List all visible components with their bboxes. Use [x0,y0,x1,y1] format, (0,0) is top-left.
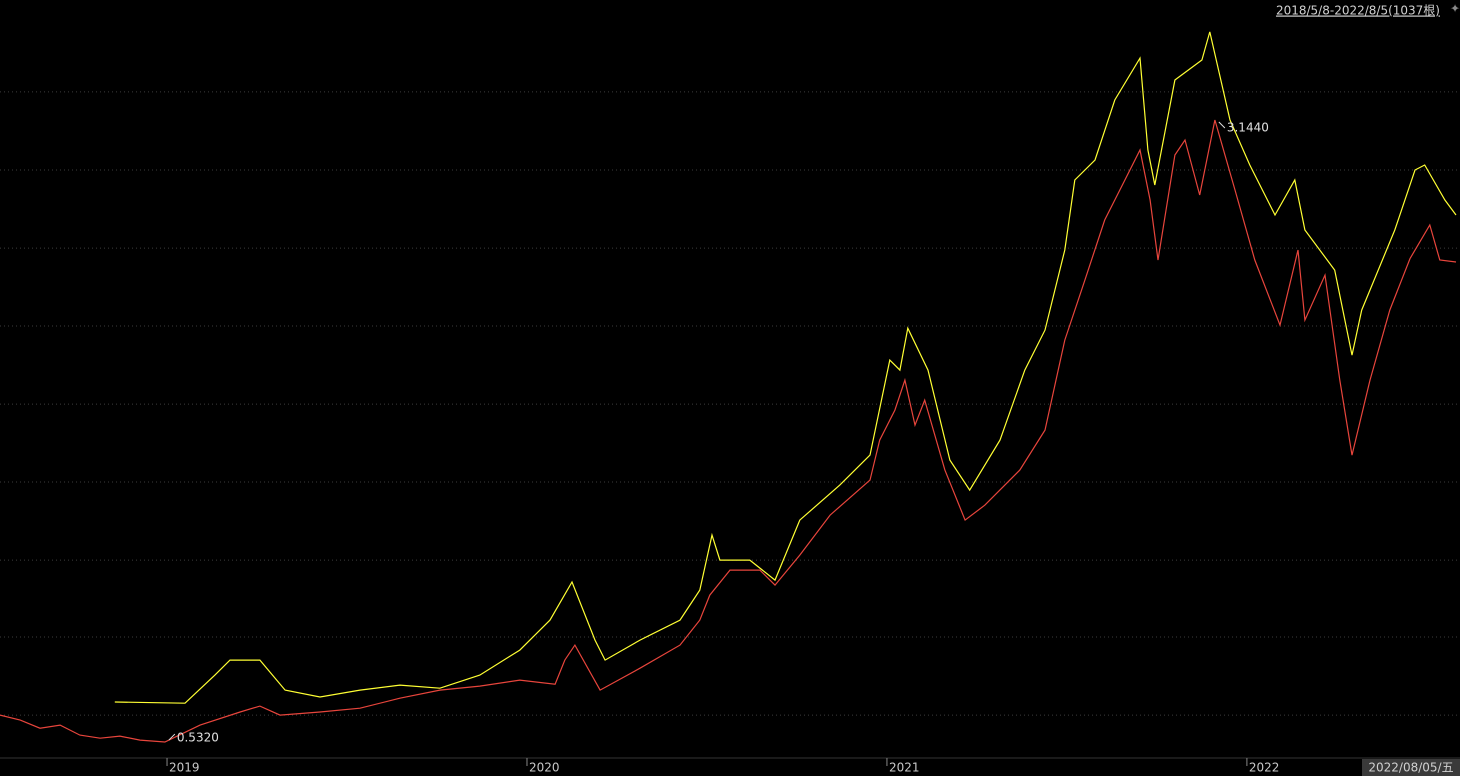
series-line [114,31,1457,704]
annotation-arrow [168,733,176,741]
cursor-box [1362,759,1460,776]
annotation-label: 3.1440 [1227,121,1269,135]
x-tick-label: 2021 [889,761,920,775]
x-tick-label: 2020 [529,761,560,775]
pin-icon[interactable]: ✦ [1450,2,1460,16]
annotation-label: 0.5320 [177,731,219,745]
annotation-arrow [1218,121,1226,129]
series-line [0,119,1457,743]
x-tick-label: 2022 [1249,761,1280,775]
cursor-label: 2022/08/05/五 [1368,761,1453,775]
x-tick-label: 2019 [169,761,200,775]
range-label[interactable]: 2018/5/8-2022/8/5(1037根) [1276,4,1440,18]
